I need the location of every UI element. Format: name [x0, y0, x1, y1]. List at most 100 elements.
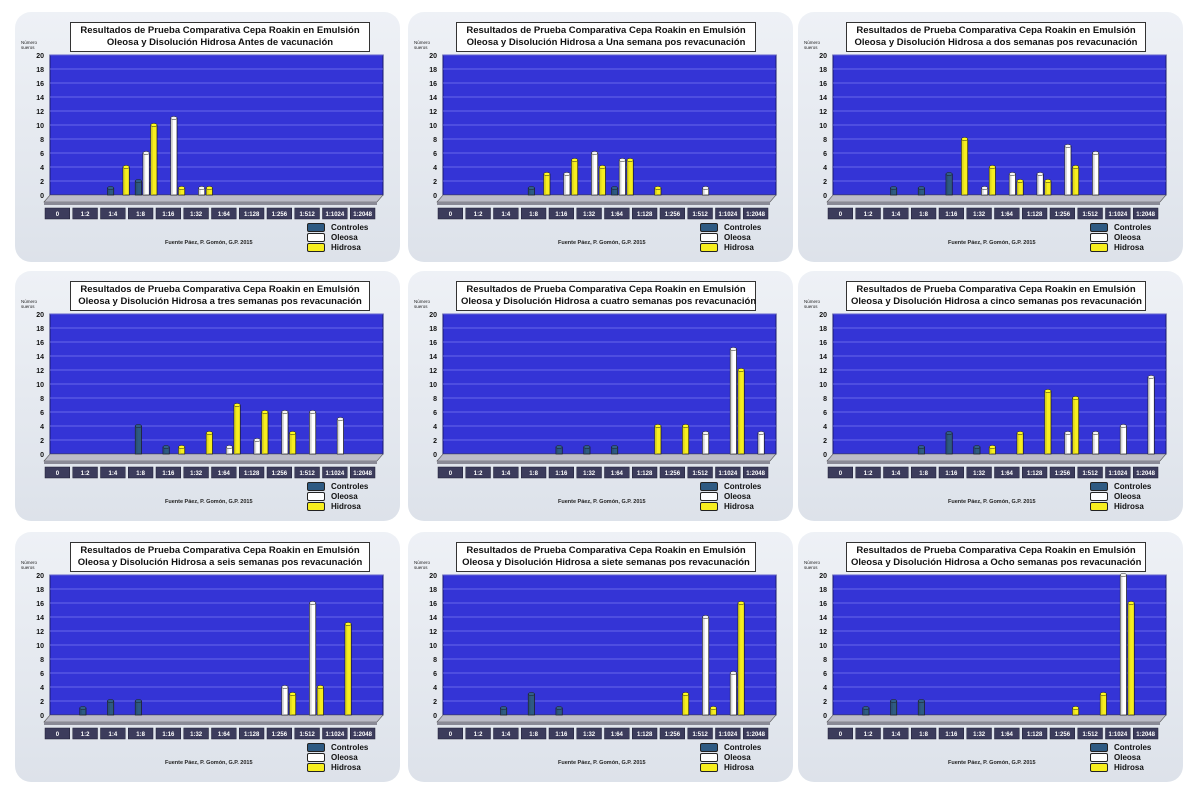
bar-cap — [170, 116, 178, 120]
y-tick-label: 20 — [36, 573, 44, 580]
bar-cap — [737, 368, 745, 372]
category-box — [44, 466, 70, 479]
chart-title-line2: Oleosa y Disolución Hidrosa a dos semana… — [854, 37, 1138, 48]
y-tick-label: 14 — [429, 95, 437, 102]
category-box — [437, 727, 463, 740]
bar-shade — [170, 118, 173, 195]
y-tick-label: 4 — [823, 685, 827, 692]
bar-shade — [702, 433, 705, 454]
category-box — [350, 727, 376, 740]
category-box — [576, 207, 602, 220]
x-tick-label: 1:256 — [1055, 732, 1071, 738]
x-tick-label: 1:32 — [190, 471, 203, 477]
category-box — [266, 207, 292, 220]
legend-item: Controles — [700, 742, 761, 752]
bar-shade — [1072, 167, 1075, 195]
bar-shade — [611, 447, 614, 454]
source-note: Fuente Páez, P. Gomón, G.P. 2015 — [165, 240, 253, 246]
bar-cap — [918, 186, 925, 190]
bar — [198, 186, 206, 196]
x-tick-label: 1:512 — [299, 471, 315, 477]
chart-title-line1: Resultados de Prueba Comparativa Cepa Ro… — [80, 545, 360, 556]
bar — [1119, 424, 1127, 455]
y-tick-label: 10 — [819, 123, 827, 130]
bar-shade — [989, 167, 992, 195]
x-tick-label: 1:512 — [692, 732, 708, 738]
x-tick-label: 1:64 — [1001, 212, 1014, 218]
bar-shade — [702, 617, 705, 715]
bar — [702, 431, 710, 455]
x-tick-label: 1:2048 — [746, 212, 765, 218]
category-box — [687, 466, 713, 479]
x-tick-label: 1:32 — [583, 732, 596, 738]
bar — [654, 186, 662, 196]
legend-swatch — [1090, 491, 1108, 501]
bar — [1127, 601, 1135, 716]
category-box — [632, 727, 658, 740]
x-tick-label: 1:16 — [162, 212, 175, 218]
chart-title: Resultados de Prueba Comparativa Cepa Ro… — [70, 542, 370, 572]
legend-swatch — [307, 232, 325, 242]
bar — [917, 186, 925, 196]
chart-title-line2: Oleosa y Disolución Hidrosa a Una semana… — [466, 37, 746, 48]
y-tick-label: 6 — [40, 671, 44, 678]
floor-edge — [437, 722, 770, 725]
bar-cap — [317, 685, 324, 689]
bar — [1092, 431, 1100, 455]
bar-cap — [1092, 151, 1099, 155]
category-box — [1133, 727, 1159, 740]
chart-title-line1: Resultados de Prueba Comparativa Cepa Ro… — [80, 25, 360, 36]
bar-chart: 0 2 4 6 8 10 12 14 16 18 20 0 1:2 1:4 1:8 1:16 1:32 1:64 1… — [819, 53, 1167, 220]
bar — [527, 186, 535, 196]
bar-cap — [710, 706, 717, 710]
y-tick-label: 6 — [433, 410, 437, 417]
bar-shade — [107, 701, 110, 715]
legend: Controles Oleosa Hidrosa — [700, 481, 761, 511]
y-axis-label: Número sueros — [21, 40, 38, 50]
y-tick-label: 10 — [36, 643, 44, 650]
legend-label: Controles — [724, 742, 762, 752]
bar — [555, 706, 563, 716]
legend-item: Hidrosa — [700, 762, 761, 772]
y-tick-label: 10 — [429, 382, 437, 389]
bar-cap — [945, 431, 953, 435]
bar-cap — [543, 172, 551, 176]
chart-title-line1: Resultados de Prueba Comparativa Cepa Ro… — [856, 25, 1136, 36]
x-tick-label: 1:8 — [919, 732, 928, 738]
x-tick-label: 1:64 — [611, 471, 624, 477]
y-tick-label: 18 — [36, 326, 44, 333]
x-tick-label: 1:128 — [1027, 212, 1043, 218]
bar-shade — [254, 440, 257, 454]
y-tick-label: 12 — [429, 368, 437, 375]
floor-edge — [827, 202, 1160, 205]
y-tick-label: 0 — [823, 193, 827, 200]
bar — [1072, 165, 1080, 196]
category-box — [715, 727, 741, 740]
y-tick-label: 18 — [429, 587, 437, 594]
x-tick-label: 1:32 — [583, 471, 596, 477]
y-tick-label: 20 — [819, 53, 827, 60]
bar-shade — [1072, 708, 1075, 715]
bar-cap — [981, 186, 988, 190]
bar-cap — [1072, 396, 1079, 400]
category-box — [322, 207, 348, 220]
y-tick-label: 0 — [40, 452, 44, 459]
bar-cap — [1127, 601, 1135, 605]
chart-title: Resultados de Prueba Comparativa Cepa Ro… — [456, 281, 756, 311]
category-box — [493, 207, 519, 220]
bar — [1036, 172, 1044, 196]
y-tick-label: 8 — [40, 137, 44, 144]
category-box — [911, 727, 937, 740]
y-tick-label: 4 — [40, 424, 44, 431]
bar-shade — [135, 426, 138, 454]
category-box — [604, 207, 630, 220]
bar-cap — [122, 165, 130, 169]
category-box — [44, 727, 70, 740]
bar-shade — [1009, 174, 1012, 195]
category-box — [548, 207, 574, 220]
bar — [988, 165, 996, 196]
x-tick-label: 1:128 — [1027, 732, 1043, 738]
legend-label: Hidrosa — [1114, 242, 1144, 252]
bar — [261, 410, 269, 455]
x-tick-label: 0 — [56, 732, 60, 738]
